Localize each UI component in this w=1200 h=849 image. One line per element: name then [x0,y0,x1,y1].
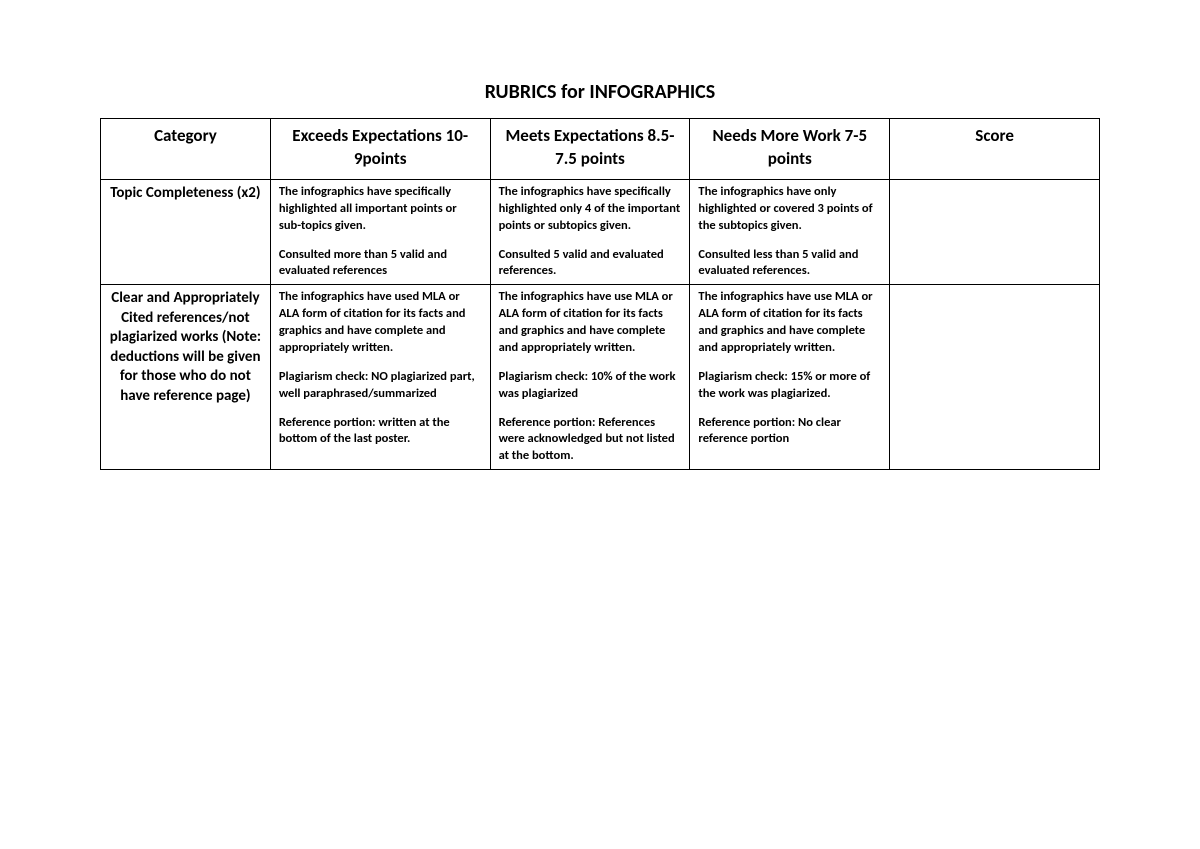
page-title: RUBRICS for INFOGRAPHICS [100,80,1100,104]
document-page: RUBRICS for INFOGRAPHICS Category Exceed… [0,0,1200,470]
header-category: Category [101,119,271,180]
cell-paragraph: Plagiarism check: NO plagiarized part, w… [279,369,482,403]
meets-cell: The infographics have specifically highl… [490,179,690,284]
cell-paragraph: The infographics have use MLA or ALA for… [499,289,682,357]
cell-paragraph: Consulted less than 5 valid and evaluate… [698,247,881,281]
header-exceeds: Exceeds Expectations 10-9points [270,119,490,180]
category-cell: Topic Completeness (x2) [101,179,271,284]
category-cell: Clear and Appropriately Cited references… [101,285,271,470]
needs-cell: The infographics have only highlighted o… [690,179,890,284]
cell-paragraph: Plagiarism check: 15% or more of the wor… [698,369,881,403]
cell-paragraph: Consulted more than 5 valid and evaluate… [279,247,482,281]
cell-paragraph: Reference portion: No clear reference po… [698,415,881,449]
cell-paragraph: The infographics have specifically highl… [499,184,682,235]
cell-paragraph: The infographics have only highlighted o… [698,184,881,235]
header-needs: Needs More Work 7-5 points [690,119,890,180]
exceeds-cell: The infographics have specifically highl… [270,179,490,284]
table-row: Clear and Appropriately Cited references… [101,285,1100,470]
cell-paragraph: The infographics have use MLA or ALA for… [698,289,881,357]
score-cell [890,285,1100,470]
cell-paragraph: Reference portion: References were ackno… [499,415,682,466]
header-meets: Meets Expectations 8.5-7.5 points [490,119,690,180]
cell-paragraph: Consulted 5 valid and evaluated referenc… [499,247,682,281]
cell-paragraph: Reference portion: written at the bottom… [279,415,482,449]
cell-paragraph: Plagiarism check: 10% of the work was pl… [499,369,682,403]
rubric-table: Category Exceeds Expectations 10-9points… [100,118,1100,470]
table-row: Topic Completeness (x2)The infographics … [101,179,1100,284]
exceeds-cell: The infographics have used MLA or ALA fo… [270,285,490,470]
rubric-body: Topic Completeness (x2)The infographics … [101,179,1100,469]
cell-paragraph: The infographics have used MLA or ALA fo… [279,289,482,357]
cell-paragraph: The infographics have specifically highl… [279,184,482,235]
header-row: Category Exceeds Expectations 10-9points… [101,119,1100,180]
header-score: Score [890,119,1100,180]
needs-cell: The infographics have use MLA or ALA for… [690,285,890,470]
score-cell [890,179,1100,284]
meets-cell: The infographics have use MLA or ALA for… [490,285,690,470]
